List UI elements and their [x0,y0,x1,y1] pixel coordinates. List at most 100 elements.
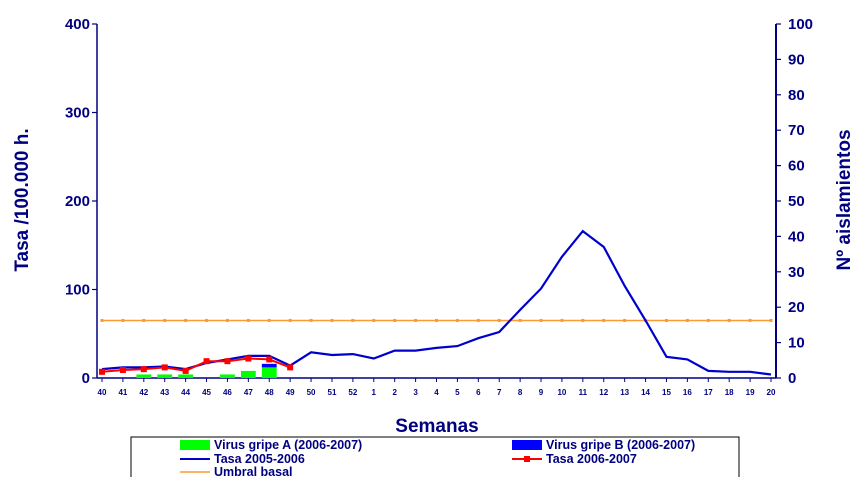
x-tick-label: 17 [704,388,713,397]
point-umbral-basal [184,318,188,322]
x-tick-label: 44 [181,388,190,397]
x-tick-label: 1 [372,388,377,397]
point-umbral-basal [330,318,334,322]
line-tasa-2006-2007 [101,357,291,373]
bar-virus-a [136,374,152,378]
point-umbral-basal [455,318,459,322]
bar-virus-a [261,367,277,378]
point-umbral-basal [581,318,585,322]
x-tick-label: 48 [265,388,274,397]
legend-label: Tasa 2006-2007 [546,452,637,466]
point-umbral-basal [476,318,480,322]
right-tick-label: 40 [788,228,805,245]
x-tick-label: 46 [223,388,232,397]
point-tasa-2006-2007 [161,364,168,371]
legend-box [130,436,740,477]
legend-swatch [180,440,210,450]
point-tasa-2006-2007 [182,367,189,374]
x-tick-label: 43 [160,388,169,397]
x-tick-label: 2 [392,388,397,397]
x-tick-label: 19 [746,388,755,397]
x-tick-label: 47 [244,388,253,397]
x-tick-label: 42 [139,388,148,397]
bar-virus-a [178,374,194,378]
x-tick-label: 14 [641,388,650,397]
point-umbral-basal [100,318,104,322]
x-tick-label: 16 [683,388,692,397]
x-tick-label: 51 [328,388,337,397]
legend-label: Virus gripe B (2006-2007) [546,438,695,452]
point-umbral-basal [560,318,564,322]
left-tick-label: 0 [82,370,90,387]
x-tick-label: 4 [434,388,439,397]
bar-virus-a [157,374,173,378]
point-umbral-basal [769,318,773,322]
bar-virus-a [220,374,235,378]
right-axis-title: Nº aislamientos [834,129,852,270]
x-tick-label: 3 [413,388,418,397]
point-tasa-2006-2007 [203,358,210,365]
point-tasa-2006-2007 [99,368,105,375]
legend-marker [524,456,530,462]
line-tasa-2005-2006 [101,229,772,376]
right-tick-label: 10 [788,335,805,352]
x-tick-label: 9 [539,388,544,397]
point-umbral-basal [748,318,752,322]
right-tick-label: 0 [788,370,796,387]
x-tick-label: 20 [767,388,776,397]
point-umbral-basal [685,318,689,322]
x-tick-label: 40 [98,388,107,397]
x-tick-label: 52 [348,388,357,397]
point-tasa-2006-2007 [224,358,231,365]
right-tick-label: 100 [788,16,813,33]
left-tick-label: 100 [65,282,90,299]
left-tick-label: 300 [65,105,90,122]
point-umbral-basal [602,318,606,322]
legend-swatch [512,440,542,450]
x-tick-label: 12 [599,388,608,397]
point-umbral-basal [288,318,292,322]
right-tick-label: 80 [788,87,805,104]
x-tick-label: 18 [725,388,734,397]
point-umbral-basal [664,318,668,322]
point-umbral-basal [393,318,397,322]
point-tasa-2006-2007 [119,367,126,374]
point-umbral-basal [351,318,355,322]
point-tasa-2006-2007 [266,356,273,363]
right-tick-label: 60 [788,158,805,175]
x-tick-label: 10 [557,388,566,397]
point-umbral-basal [372,318,376,322]
right-tick-label: 30 [788,264,805,281]
x-tick-label: 11 [579,388,588,397]
point-umbral-basal [706,318,710,322]
x-tick-label: 13 [620,388,629,397]
point-umbral-basal [518,318,522,322]
point-umbral-basal [414,318,418,322]
point-umbral-basal [497,318,501,322]
right-tick-label: 20 [788,299,805,316]
point-umbral-basal [267,318,271,322]
x-tick-label: 45 [202,388,211,397]
point-umbral-basal [309,318,313,322]
x-tick-label: 7 [497,388,502,397]
x-tick-label: 8 [518,388,523,397]
point-umbral-basal [205,318,209,322]
left-tick-label: 200 [65,193,90,210]
x-tick-label: 5 [455,388,460,397]
x-tick-label: 41 [118,388,127,397]
point-umbral-basal [727,318,731,322]
left-tick-label: 400 [65,16,90,33]
legend-label: Tasa 2005-2006 [214,452,305,466]
point-tasa-2006-2007 [287,364,294,371]
point-umbral-basal [623,318,627,322]
x-tick-label: 50 [307,388,316,397]
legend-label: Virus gripe A (2006-2007) [214,438,362,452]
right-tick-label: 90 [788,51,805,68]
x-tick-label: 49 [286,388,295,397]
left-axis-title: Tasa /100.000 h. [12,128,33,271]
point-umbral-basal [142,318,146,322]
x-axis-title: Semanas [395,416,478,437]
x-tick-label: 6 [476,388,481,397]
